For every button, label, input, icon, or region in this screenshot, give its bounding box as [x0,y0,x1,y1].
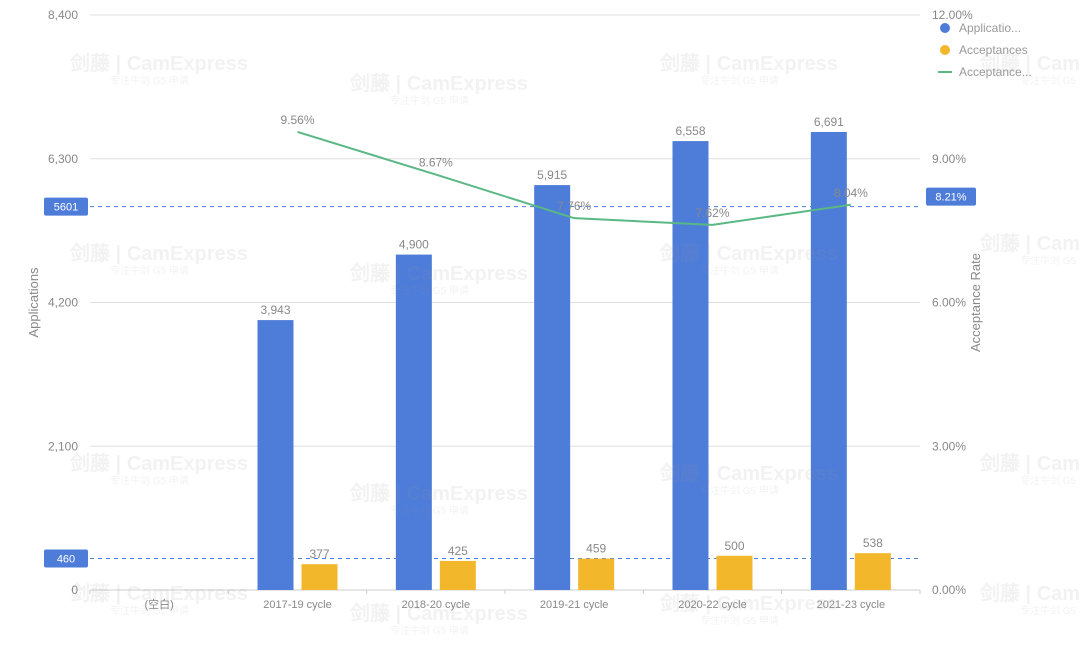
watermark: 剑藤 | CamExpress专注牛剑 G5 申请 [349,481,528,517]
svg-text:剑藤 | CamExpress: 剑藤 | CamExpress [979,451,1080,475]
line-value-label: 9.56% [280,113,314,127]
legend-marker [940,45,950,55]
legend-marker [940,23,950,33]
svg-text:专注牛剑 G5 申请: 专注牛剑 G5 申请 [390,94,469,107]
watermark: 剑藤 | CamExpress专注牛剑 G5 申请 [349,261,528,297]
svg-text:专注牛剑 G5 申请: 专注牛剑 G5 申请 [700,484,779,497]
svg-text:专注牛剑 G5 申请: 专注牛剑 G5 申请 [1020,74,1080,87]
bar-value-label: 5,915 [537,168,567,182]
y-right-tick: 12.00% [932,8,973,22]
chart-container: 02,1004,2006,3008,4000.00%3.00%6.00%9.00… [0,0,1080,661]
bar-value-label: 538 [863,536,883,550]
svg-text:剑藤 | CamExpress: 剑藤 | CamExpress [349,71,528,95]
bar-applications [258,320,294,590]
svg-text:专注牛剑 G5 申请: 专注牛剑 G5 申请 [110,264,189,277]
watermark: 剑藤 | CamExpress专注牛剑 G5 申请 [69,241,248,277]
bar-value-label: 4,900 [399,238,429,252]
y-left-tick: 2,100 [48,439,78,453]
watermark: 剑藤 | CamExpress专注牛剑 G5 申请 [349,71,528,107]
svg-text:剑藤 | CamExpress: 剑藤 | CamExpress [659,51,838,75]
svg-text:专注牛剑 G5 申请: 专注牛剑 G5 申请 [390,624,469,637]
bar-value-label: 6,558 [675,124,705,138]
y-left-tick: 8,400 [48,8,78,22]
watermark: 剑藤 | CamExpress专注牛剑 G5 申请 [659,51,838,87]
reference-label: 5601 [54,202,78,214]
line-value-label: 7.76% [557,199,591,213]
bar-applications [811,132,847,590]
svg-text:专注牛剑 G5 申请: 专注牛剑 G5 申请 [110,74,189,87]
svg-text:剑藤 | CamExpress: 剑藤 | CamExpress [979,51,1080,75]
svg-text:专注牛剑 G5 申请: 专注牛剑 G5 申请 [110,474,189,487]
y-right-tick: 9.00% [932,152,966,166]
y-right-axis-label: Acceptance Rate [968,253,983,352]
svg-text:剑藤 | CamExpress: 剑藤 | CamExpress [69,241,248,265]
bar-line-chart: 02,1004,2006,3008,4000.00%3.00%6.00%9.00… [0,0,1080,661]
watermark: 剑藤 | CamExpress专注牛剑 G5 申请 [69,51,248,87]
svg-text:专注牛剑 G5 申请: 专注牛剑 G5 申请 [390,284,469,297]
bar-acceptances [578,559,614,590]
line-value-label: 8.67% [419,156,453,170]
watermark: 剑藤 | CamExpress专注牛剑 G5 申请 [349,601,528,637]
y-right-tick: 6.00% [932,296,966,310]
line-value-label: 8.04% [834,186,868,200]
svg-text:专注牛剑 G5 申请: 专注牛剑 G5 申请 [700,264,779,277]
y-left-tick: 6,300 [48,152,78,166]
y-right-tick: 0.00% [932,583,966,597]
svg-text:剑藤 | CamExpress: 剑藤 | CamExpress [659,461,838,485]
svg-text:剑藤 | CamExpress: 剑藤 | CamExpress [659,241,838,265]
watermark: 剑藤 | CamExpress专注牛剑 G5 申请 [69,581,248,617]
y-left-tick: 4,200 [48,296,78,310]
bar-acceptances [440,561,476,590]
y-left-axis-label: Applications [26,267,41,338]
bar-value-label: 3,943 [260,303,290,317]
bar-acceptances [717,556,753,590]
bar-value-label: 425 [448,544,468,558]
line-value-label: 7.62% [695,206,729,220]
bar-value-label: 377 [309,547,329,561]
svg-text:专注牛剑 G5 申请: 专注牛剑 G5 申请 [110,604,189,617]
watermark: 剑藤 | CamExpress专注牛剑 G5 申请 [979,231,1080,267]
legend-label: Applicatio... [959,21,1021,35]
svg-text:专注牛剑 G5 申请: 专注牛剑 G5 申请 [1020,474,1080,487]
svg-text:专注牛剑 G5 申请: 专注牛剑 G5 申请 [1020,604,1080,617]
y-right-tick: 3.00% [932,439,966,453]
watermark: 剑藤 | CamExpress专注牛剑 G5 申请 [979,451,1080,487]
svg-text:剑藤 | CamExpress: 剑藤 | CamExpress [659,591,838,615]
watermark: 剑藤 | CamExpress专注牛剑 G5 申请 [69,451,248,487]
bar-value-label: 459 [586,542,606,556]
watermark: 剑藤 | CamExpress专注牛剑 G5 申请 [659,591,838,627]
bar-applications [534,185,570,590]
bar-value-label: 6,691 [814,115,844,129]
category-label: 2019-21 cycle [540,599,609,611]
svg-text:剑藤 | CamExpress: 剑藤 | CamExpress [349,481,528,505]
svg-text:专注牛剑 G5 申请: 专注牛剑 G5 申请 [390,504,469,517]
svg-text:专注牛剑 G5 申请: 专注牛剑 G5 申请 [700,614,779,627]
bar-applications [396,255,432,590]
watermark: 剑藤 | CamExpress专注牛剑 G5 申请 [979,581,1080,617]
svg-text:剑藤 | CamExpress: 剑藤 | CamExpress [69,51,248,75]
svg-text:剑藤 | CamExpress: 剑藤 | CamExpress [349,261,528,285]
bar-acceptances [855,553,891,590]
svg-text:剑藤 | CamExpress: 剑藤 | CamExpress [69,581,248,605]
svg-text:剑藤 | CamExpress: 剑藤 | CamExpress [979,581,1080,605]
watermark: 剑藤 | CamExpress专注牛剑 G5 申请 [979,51,1080,87]
right-reference-label: 8.21% [935,192,966,204]
svg-text:剑藤 | CamExpress: 剑藤 | CamExpress [979,231,1080,255]
bar-acceptances [302,564,338,590]
svg-text:专注牛剑 G5 申请: 专注牛剑 G5 申请 [1020,254,1080,267]
reference-label: 460 [57,554,75,566]
svg-text:专注牛剑 G5 申请: 专注牛剑 G5 申请 [700,74,779,87]
category-label: 2017-19 cycle [263,599,332,611]
svg-text:剑藤 | CamExpress: 剑藤 | CamExpress [69,451,248,475]
bar-value-label: 500 [724,539,744,553]
svg-text:剑藤 | CamExpress: 剑藤 | CamExpress [349,601,528,625]
